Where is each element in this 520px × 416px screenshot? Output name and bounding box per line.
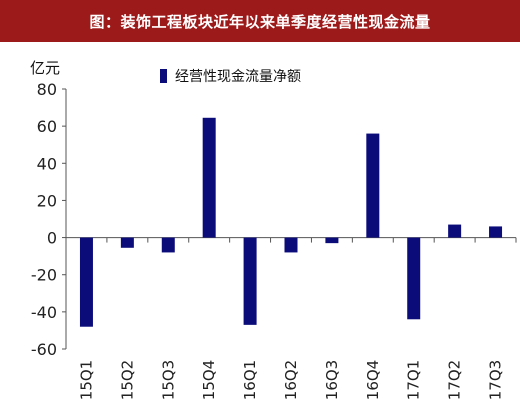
y-tick-label: -60	[31, 340, 57, 359]
bar-16Q2	[284, 237, 298, 253]
x-tick-label: 17Q3	[487, 360, 505, 400]
chart-title-bar: 图：装饰工程板块近年以来单季度经营性现金流量	[0, 0, 520, 42]
bar-16Q4	[366, 133, 380, 238]
legend: 经营性现金流量净额	[160, 66, 301, 86]
x-tick-label: 16Q4	[364, 360, 382, 400]
y-axis-unit-label: 亿元	[30, 59, 61, 77]
bar-17Q2	[448, 224, 462, 238]
legend-label: 经营性现金流量净额	[175, 69, 301, 85]
bar-15Q2	[120, 237, 134, 248]
x-tick-label: 17Q2	[446, 360, 464, 400]
y-tick-label: -20	[31, 266, 57, 285]
x-tick-label: 16Q2	[282, 360, 300, 400]
y-tick-label: 60	[37, 117, 57, 136]
y-tick-label: 20	[37, 191, 57, 210]
x-tick-label: 15Q4	[200, 360, 218, 400]
bar-16Q3	[325, 237, 339, 244]
x-tick-label: 17Q1	[405, 360, 423, 400]
x-tick-label: 15Q2	[118, 360, 136, 400]
bar-15Q3	[161, 237, 175, 253]
y-tick-label: -40	[31, 303, 57, 322]
y-tick-label: 0	[47, 229, 57, 248]
bar-15Q4	[202, 117, 216, 238]
y-tick-label: 80	[37, 80, 57, 99]
x-tick-label: 15Q3	[159, 360, 177, 400]
bar-15Q1	[79, 237, 93, 327]
legend-swatch	[160, 69, 167, 83]
chart-title: 图：装饰工程板块近年以来单季度经营性现金流量	[89, 12, 431, 31]
x-tick-label: 15Q1	[77, 360, 95, 400]
x-tick-label: 16Q3	[323, 360, 341, 400]
bar-17Q3	[489, 226, 503, 238]
y-tick-label: 40	[37, 154, 57, 173]
x-tick-label: 16Q1	[241, 360, 259, 400]
bar-16Q1	[243, 237, 257, 325]
bar-17Q1	[407, 237, 421, 320]
